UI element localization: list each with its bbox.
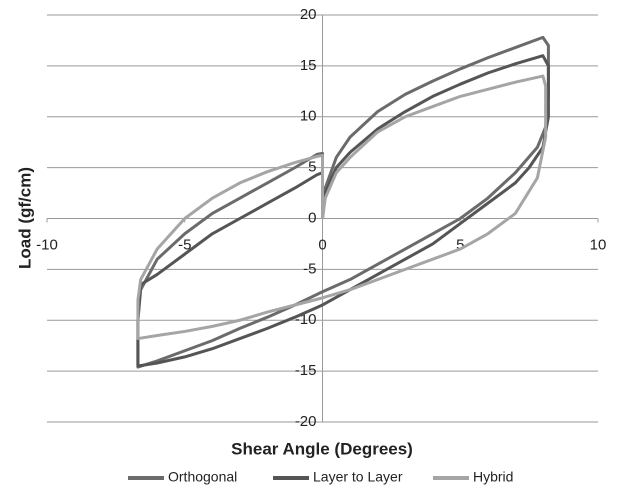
legend-label: Orthogonal xyxy=(168,469,237,485)
y-axis-label: Load (gf/cm) xyxy=(15,167,34,269)
series-line xyxy=(136,35,550,369)
x-axis-label: Shear Angle (Degrees) xyxy=(231,439,413,458)
y-tick-label: 10 xyxy=(300,108,317,125)
y-tick-label: -5 xyxy=(303,260,316,277)
x-tick-label: 10 xyxy=(590,236,607,253)
x-tick-label: -5 xyxy=(178,236,191,253)
legend-label: Hybrid xyxy=(473,469,513,485)
y-tick-label: 0 xyxy=(308,209,316,226)
x-tick-label: 5 xyxy=(456,236,464,253)
y-tick-label: 5 xyxy=(308,159,316,176)
legend-label: Layer to Layer xyxy=(313,469,403,485)
y-tick-label: -15 xyxy=(295,362,317,379)
x-tick-label: -10 xyxy=(36,236,58,253)
x-tick-label: 0 xyxy=(318,236,326,253)
series-line xyxy=(136,54,550,368)
y-tick-label: -20 xyxy=(295,413,317,430)
series-line xyxy=(136,74,548,341)
y-tick-label: 15 xyxy=(300,57,317,74)
y-tick-label: 20 xyxy=(300,6,317,23)
